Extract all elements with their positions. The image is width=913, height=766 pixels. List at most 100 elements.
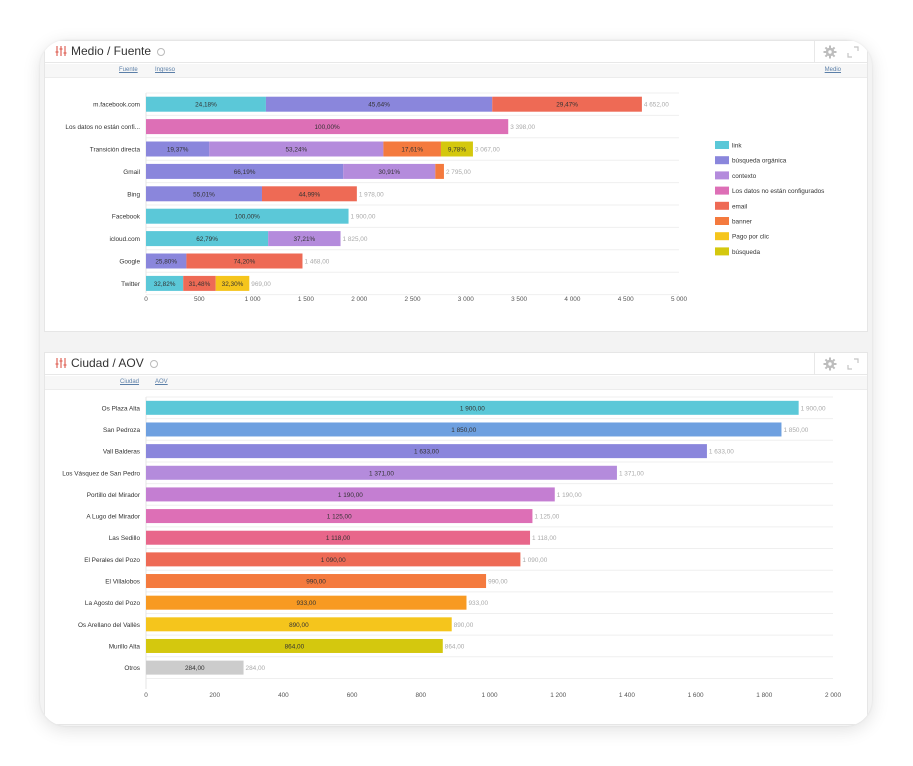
bar-segment: [435, 163, 444, 179]
equalizer-icon: [55, 46, 67, 56]
bar-segment: [492, 96, 642, 112]
x-tick-label: 800: [415, 692, 426, 699]
header-divider: [814, 353, 815, 375]
bar-segment: [146, 231, 269, 247]
row-label: Os Plaza Alta: [102, 405, 141, 412]
legend-label: Pago por clic: [732, 234, 770, 241]
bar: [146, 422, 782, 437]
bar-value-label: 890,00: [289, 622, 309, 629]
panel-title: Ciudad / AOV: [71, 356, 144, 370]
row-label: Transición directa: [90, 147, 141, 154]
bar-segment: [215, 275, 250, 291]
segment-label: 32,30%: [222, 281, 244, 288]
segment-label: 37,21%: [294, 236, 316, 243]
legend-label: búsqueda orgánica: [732, 158, 787, 165]
bar-total-label: 933,00: [468, 600, 488, 607]
gear-icon[interactable]: [823, 357, 837, 371]
bar-total-label: 864,00: [445, 643, 465, 650]
gear-icon[interactable]: [823, 45, 837, 59]
bar-segment: [440, 141, 473, 157]
legend-label: banner: [732, 219, 753, 226]
row-label: Murillo Alta: [109, 643, 141, 650]
total-label: 3 398,00: [510, 124, 535, 131]
segment-label: 25,80%: [155, 259, 177, 266]
row-label: Vall Balderas: [103, 449, 140, 456]
legend-swatch: [715, 247, 729, 256]
x-tick-label: 0: [144, 692, 148, 699]
x-tick-label: 1 500: [298, 296, 314, 303]
row-label: San Pedroza: [103, 427, 140, 434]
segment-label: 19,37%: [167, 147, 189, 154]
segment-label: 17,61%: [401, 147, 423, 154]
row-label: Otros: [124, 665, 140, 672]
x-tick-label: 600: [347, 692, 358, 699]
bar: [146, 530, 531, 545]
bar: [146, 595, 467, 610]
total-label: 1 900,00: [351, 214, 376, 221]
bar-value-label: 1 090,00: [321, 557, 346, 564]
total-label: 2 795,00: [446, 169, 471, 176]
segment-label: 55,01%: [193, 191, 215, 198]
row-label: Os Arellano del Vallès: [78, 622, 140, 629]
row-label: icloud.com: [109, 236, 140, 243]
medio-fuente-panel: Medio / Fuente Fuente Ingreso Medio m.fa…: [44, 40, 868, 332]
bar-value-label: 1 633,00: [414, 449, 439, 456]
bar-value-label: 1 125,00: [327, 514, 352, 521]
expand-icon[interactable]: [847, 358, 859, 370]
segment-label: 24,18%: [195, 102, 217, 109]
header-divider: [814, 41, 815, 63]
bar-segment: [343, 163, 436, 179]
ciudad-aov-panel: Ciudad / AOV Ciudad AOV Os Plaza Alta 1 9…: [44, 352, 868, 725]
row-label: Twitter: [121, 281, 141, 288]
bar-total-label: 1 118,00: [532, 535, 557, 542]
segment-label: 32,82%: [154, 281, 176, 288]
bar-segment: [146, 119, 509, 135]
segment-label: 31,48%: [189, 281, 211, 288]
legend-label: Los datos no están configurados: [732, 188, 824, 195]
bar-segment: [146, 163, 344, 179]
bar-segment: [209, 141, 384, 157]
legend-swatch: [715, 201, 729, 210]
bar-total-label: 1 125,00: [534, 514, 559, 521]
x-tick-label: 5 000: [671, 296, 687, 303]
ciudad-link[interactable]: Ciudad: [120, 379, 140, 385]
row-label: El Perales del Pozo: [84, 557, 140, 564]
legend-swatch: [715, 141, 729, 149]
row-label: Portillo del Mirador: [87, 492, 141, 499]
aov-link[interactable]: AOV: [155, 379, 168, 385]
row-label: Los datos no están confi...: [65, 124, 140, 131]
total-label: 969,00: [251, 281, 271, 288]
bar-value-label: 1 190,00: [338, 492, 363, 499]
medio-link[interactable]: Medio: [824, 67, 841, 73]
bar-total-label: 1 900,00: [801, 405, 826, 412]
expand-icon[interactable]: [847, 46, 859, 58]
bar-total-label: 284,00: [246, 665, 266, 672]
fuente-link[interactable]: Fuente: [119, 67, 138, 73]
bar: [146, 617, 452, 632]
row-label: Gmail: [123, 169, 140, 176]
segment-label: 74,20%: [234, 259, 256, 266]
bar-segment: [183, 275, 216, 291]
medio-fuente-chart: m.facebook.com 24,18% 45,64% 29,47% 4 652,00…: [65, 92, 824, 303]
help-icon[interactable]: [150, 360, 158, 368]
x-tick-label: 1 200: [550, 692, 566, 699]
x-tick-label: 2 000: [351, 296, 367, 303]
segment-label: 100,00%: [314, 124, 340, 131]
bar-segment: [146, 275, 184, 291]
bar: [146, 509, 533, 524]
row-label: m.facebook.com: [93, 102, 140, 109]
legend-label: contexto: [732, 173, 757, 180]
bar-total-label: 1 190,00: [557, 492, 582, 499]
legend-swatch: [715, 217, 729, 225]
x-tick-label: 4 500: [618, 296, 634, 303]
bar: [146, 400, 799, 415]
total-label: 1 825,00: [343, 236, 368, 243]
ingreso-link[interactable]: Ingreso: [155, 67, 176, 73]
legend-swatch: [715, 171, 729, 180]
help-icon[interactable]: [157, 48, 165, 56]
x-tick-label: 1 800: [756, 692, 772, 699]
bar: [146, 444, 707, 459]
x-tick-label: 1 600: [688, 692, 704, 699]
legend-label: email: [732, 203, 747, 210]
bar-value-label: 933,00: [296, 600, 316, 607]
